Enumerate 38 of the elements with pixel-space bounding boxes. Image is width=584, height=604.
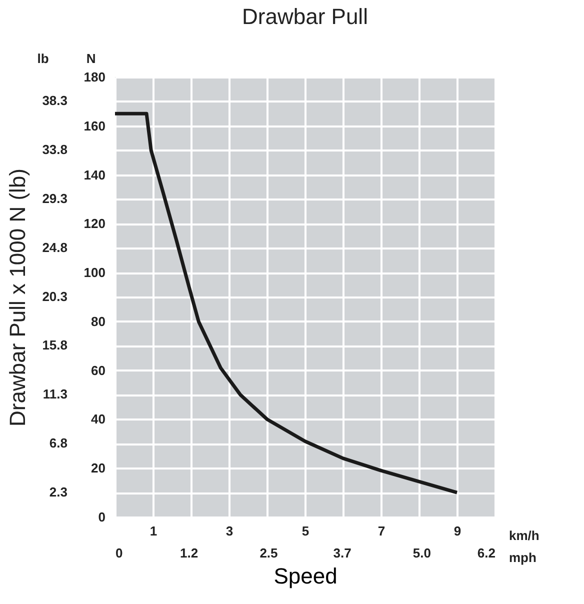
y-tick-label: 0 xyxy=(98,510,106,524)
chart-title: Drawbar Pull xyxy=(242,4,368,29)
y2-tick-label: 6.8 xyxy=(49,436,68,451)
y2-tick-label: 20.3 xyxy=(42,288,68,304)
y-tick-label: 40 xyxy=(91,412,106,427)
y-tick-label: 60 xyxy=(91,362,106,378)
x-axis-title: Speed xyxy=(274,564,338,588)
y-tick-label: 120 xyxy=(84,216,106,232)
y-tick-label: 100 xyxy=(84,265,106,280)
x-tick-label: 7 xyxy=(378,524,386,538)
x2-tick-label: 2.5 xyxy=(260,546,278,560)
y2-tick-label: 2.3 xyxy=(49,484,68,500)
y-tick-label: 80 xyxy=(91,314,106,329)
x2-tick-label: 6.2 xyxy=(477,546,496,560)
y2-tick-label: 15.8 xyxy=(42,338,68,353)
y2-tick-label: 38.3 xyxy=(42,93,68,108)
y2-tick-label: 11.3 xyxy=(42,386,68,402)
x-tick-label: 1 xyxy=(150,524,158,538)
y2-tick-label: 29.3 xyxy=(42,190,68,206)
y-tick-label: 180 xyxy=(84,70,106,84)
text: N xyxy=(86,51,96,66)
y-tick-label: 160 xyxy=(84,118,106,134)
y2-tick-label: 33.8 xyxy=(42,142,68,158)
y-tick-label: 140 xyxy=(84,167,106,182)
text: mph xyxy=(509,550,536,565)
x2-tick-label: 0 xyxy=(116,546,123,560)
x2-tick-label: 5.0 xyxy=(412,546,431,560)
x-tick-label: 5 xyxy=(302,524,310,538)
y2-axis-title: Drawbar Pull x 1000 N (lb) xyxy=(5,168,30,426)
line-series xyxy=(113,112,459,494)
text: lb xyxy=(37,51,49,66)
y-tick-label: 20 xyxy=(91,460,106,476)
x-tick-label: 3 xyxy=(226,524,234,538)
x-tick-label: 9 xyxy=(454,524,462,538)
x2-tick-label: 3.7 xyxy=(333,546,352,560)
y2-tick-label: 24.8 xyxy=(42,240,68,255)
x2-tick-label: 1.2 xyxy=(180,546,198,560)
text: km/h xyxy=(509,528,540,543)
